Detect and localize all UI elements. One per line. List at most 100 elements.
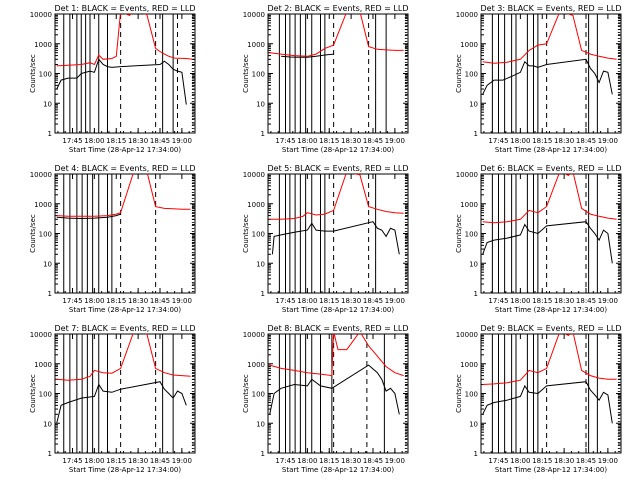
x-tick-label: 18:30: [554, 137, 574, 145]
series-lld-line: [482, 334, 617, 385]
y-tick-label: 10000: [243, 171, 265, 179]
y-axis-label: Counts/sec: [242, 214, 250, 253]
x-tick-label: 18:00: [84, 297, 104, 305]
y-tick-label: 1000: [247, 361, 265, 369]
series-lld-line: [56, 14, 193, 67]
y-tick-label: 100: [465, 71, 478, 79]
series-lld-line: [482, 14, 617, 64]
x-tick-label: 18:00: [297, 457, 317, 465]
x-tick-label: 18:45: [576, 137, 596, 145]
plot-frame: [267, 13, 409, 134]
y-tick-label: 100: [39, 231, 52, 239]
x-tick-label: 18:00: [510, 457, 530, 465]
y-tick-label: 100: [465, 231, 478, 239]
x-tick-label: 18:00: [510, 137, 530, 145]
y-axis-label: Counts/sec: [29, 214, 37, 253]
y-tick-label: 10000: [30, 331, 52, 339]
y-axis-label: Counts/sec: [455, 214, 463, 253]
y-tick-label: 1: [48, 450, 52, 458]
x-tick-label: 18:15: [532, 457, 552, 465]
y-tick-label: 1000: [460, 201, 478, 209]
plot-frame: [54, 333, 196, 454]
y-axis-label: Counts/sec: [29, 54, 37, 93]
x-tick-label: 18:30: [341, 297, 361, 305]
y-axis-label: Counts/sec: [455, 374, 463, 413]
x-tick-label: 18:30: [128, 297, 148, 305]
x-tick-label: 18:15: [319, 457, 339, 465]
x-tick-label: 19:00: [598, 297, 618, 305]
y-axis-label: Counts/sec: [29, 374, 37, 413]
panel-title: Det 6: BLACK = Events, RED = LLD: [481, 164, 622, 173]
x-tick-label: 18:30: [554, 297, 574, 305]
y-tick-label: 1: [48, 290, 52, 298]
x-tick-label: 17:45: [62, 457, 82, 465]
y-tick-label: 1000: [460, 41, 478, 49]
x-tick-label: 18:30: [341, 137, 361, 145]
x-tick-label: 18:15: [532, 137, 552, 145]
x-tick-label: 18:30: [128, 137, 148, 145]
y-tick-label: 10: [469, 260, 478, 268]
x-axis-label: Start Time (28-Apr-12 17:34:00): [282, 306, 394, 314]
y-tick-label: 10: [469, 100, 478, 108]
x-tick-label: 17:45: [275, 457, 295, 465]
y-tick-label: 10000: [30, 11, 52, 19]
series-events-line: [482, 221, 613, 264]
panel-title: Det 3: BLACK = Events, RED = LLD: [481, 4, 622, 13]
chart-panel-4: 1 10 100 1000 10000 17:45 18:00 18:15 18:30 18:45…: [29, 164, 196, 314]
x-tick-label: 18:15: [319, 297, 339, 305]
chart-panel-6: 1 10 100 1000 10000 17:45 18:00 18:15 18:30 18:45…: [455, 164, 622, 314]
y-tick-label: 1000: [460, 361, 478, 369]
panel-title: Det 4: BLACK = Events, RED = LLD: [55, 164, 196, 173]
x-tick-label: 17:45: [275, 137, 295, 145]
panel-title: Det 8: BLACK = Events, RED = LLD: [268, 324, 409, 333]
x-axis-label: Start Time (28-Apr-12 17:34:00): [69, 466, 181, 474]
plot-frame: [267, 333, 409, 454]
series-events-line: [56, 381, 187, 424]
x-tick-label: 19:00: [385, 137, 405, 145]
x-tick-label: 17:45: [488, 137, 508, 145]
x-tick-label: 17:45: [275, 297, 295, 305]
y-tick-label: 100: [39, 391, 52, 399]
y-tick-label: 10000: [456, 331, 478, 339]
series-events-line: [269, 364, 400, 415]
y-tick-label: 1000: [34, 201, 52, 209]
y-axis-label: Counts/sec: [455, 54, 463, 93]
panel-title: Det 5: BLACK = Events, RED = LLD: [268, 164, 409, 173]
series-lld-line: [56, 334, 191, 381]
x-tick-label: 17:45: [488, 297, 508, 305]
series-lld-line: [269, 174, 404, 220]
y-tick-label: 1000: [34, 41, 52, 49]
chart-panel-8: 1 10 100 1000 10000 17:45 18:00 18:15 18:30 18:45…: [242, 324, 409, 474]
x-tick-label: 18:45: [363, 137, 383, 145]
y-tick-label: 100: [465, 391, 478, 399]
panel-title: Det 2: BLACK = Events, RED = LLD: [268, 4, 409, 13]
y-tick-label: 10: [43, 260, 52, 268]
x-tick-label: 19:00: [598, 137, 618, 145]
x-tick-label: 19:00: [172, 137, 192, 145]
series-lld-line: [56, 174, 191, 217]
series-events-line: [56, 58, 187, 105]
y-tick-label: 10000: [243, 11, 265, 19]
x-tick-label: 18:30: [554, 457, 574, 465]
x-tick-label: 19:00: [172, 297, 192, 305]
x-tick-label: 18:15: [319, 137, 339, 145]
plot-frame: [54, 173, 196, 294]
y-tick-label: 1: [261, 290, 265, 298]
x-tick-label: 18:45: [363, 297, 383, 305]
y-tick-label: 10: [43, 420, 52, 428]
x-tick-label: 18:30: [341, 457, 361, 465]
plot-frame: [54, 13, 196, 134]
series-lld-line: [482, 174, 617, 224]
y-tick-label: 1: [48, 130, 52, 138]
plot-frame: [480, 173, 622, 294]
series-events-line: [281, 53, 334, 58]
x-axis-label: Start Time (28-Apr-12 17:34:00): [69, 146, 181, 154]
chart-panel-2: 1 10 100 1000 10000 17:45 18:00 18:15 18:30 18:45…: [242, 4, 409, 154]
x-tick-label: 18:30: [128, 457, 148, 465]
y-tick-label: 1: [261, 130, 265, 138]
y-tick-label: 10: [43, 100, 52, 108]
x-tick-label: 18:15: [106, 297, 126, 305]
y-tick-label: 10: [469, 420, 478, 428]
x-tick-label: 18:15: [106, 457, 126, 465]
x-tick-label: 18:15: [106, 137, 126, 145]
